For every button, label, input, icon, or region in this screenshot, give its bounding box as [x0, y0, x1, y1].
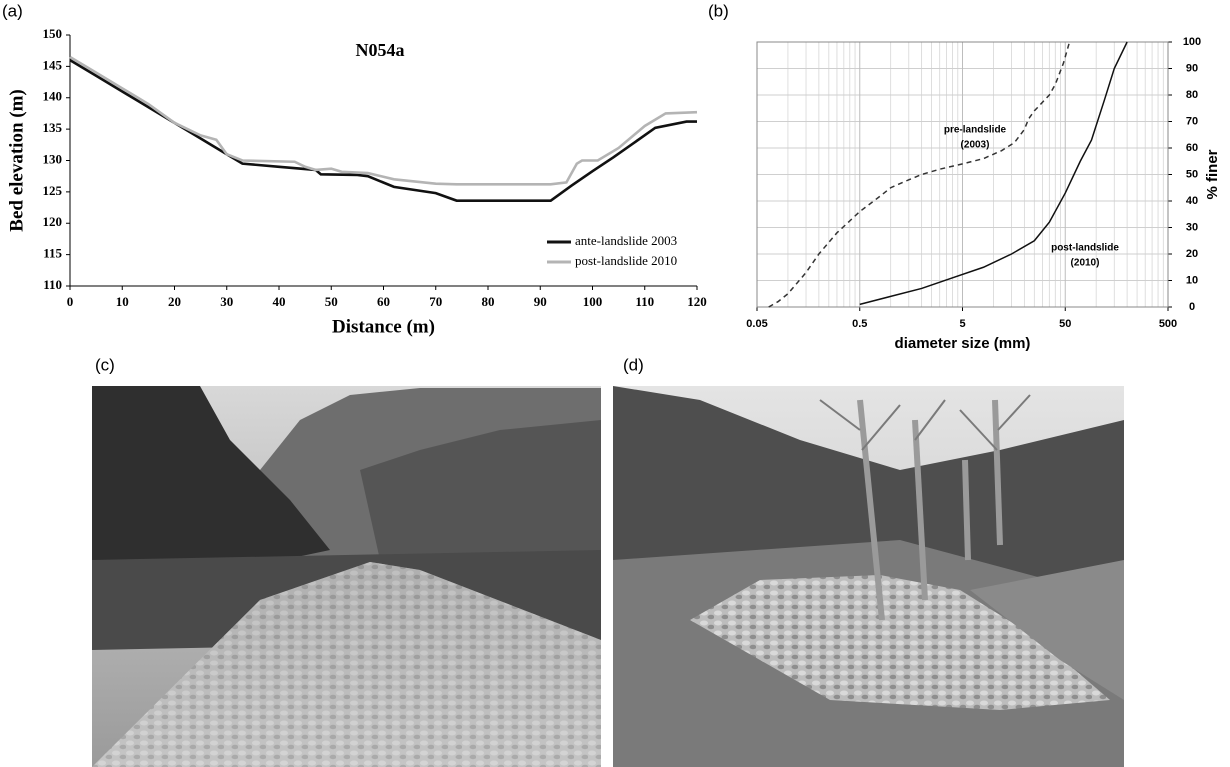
- panel-label: (a): [2, 1, 23, 20]
- x-tick-label: 500: [1159, 318, 1177, 330]
- chart: 0 10 20 30 40 50 60 70 80 90 100 0.05 0.5 5 50 500 diame…: [746, 36, 1221, 352]
- x-tick-label: 30: [220, 294, 233, 309]
- y-tick-label: 115: [43, 246, 62, 261]
- photo-d: [613, 386, 1124, 767]
- panel-label: (c): [95, 355, 115, 374]
- y-tick-label: 10: [1186, 274, 1198, 286]
- chart: 110 115 120 125 130 135 140 145 150 0 10 20 30 40 50 60…: [6, 26, 706, 337]
- x-axis-label: diameter size (mm): [895, 335, 1031, 352]
- x-tick-label: 50: [1059, 318, 1071, 330]
- y-tick-label: 60: [1186, 142, 1198, 154]
- x-tick-label: 0.05: [746, 318, 767, 330]
- y-tick-label: 145: [43, 57, 63, 72]
- annotation: (2003): [961, 140, 990, 151]
- y-tick-label: 130: [43, 151, 63, 166]
- legend-label: ante-landslide 2003: [575, 233, 677, 248]
- page: (a) (b) (c) (d) 110 115 120 125 130 135 140 145…: [0, 0, 1230, 767]
- y-tick-label: 50: [1186, 168, 1198, 180]
- x-tick-label: 120: [687, 294, 707, 309]
- y-tick-label: 135: [43, 120, 63, 135]
- legend-label: post-landslide 2010: [575, 253, 677, 268]
- x-tick-label: 100: [583, 294, 603, 309]
- x-tick-label: 80: [482, 294, 495, 309]
- annotation: pre-landslide: [944, 125, 1007, 136]
- y-axis-label: % finer: [1204, 149, 1221, 199]
- x-tick-label: 0.5: [852, 318, 867, 330]
- annotation: post-landslide: [1051, 243, 1119, 254]
- annotation: (2010): [1071, 258, 1100, 269]
- y-tick-label: 90: [1186, 62, 1198, 74]
- x-tick-label: 110: [635, 294, 654, 309]
- figure: (a) (b) (c) (d) 110 115 120 125 130 135 140 145…: [0, 0, 1230, 767]
- panel-label: (d): [623, 355, 644, 374]
- y-tick-label: 150: [43, 26, 63, 41]
- photo-c: [92, 386, 601, 767]
- y-tick-label: 30: [1186, 221, 1198, 233]
- x-tick-label: 50: [325, 294, 338, 309]
- x-tick-label: 40: [273, 294, 286, 309]
- y-tick-label: 40: [1186, 195, 1198, 207]
- y-tick-label: 20: [1186, 248, 1198, 260]
- x-tick-label: 70: [429, 294, 442, 309]
- x-tick-label: 20: [168, 294, 181, 309]
- x-tick-label: 10: [116, 294, 129, 309]
- y-tick-label: 110: [43, 277, 62, 292]
- y-tick-label: 100: [1183, 36, 1201, 48]
- y-tick-label: 125: [43, 183, 63, 198]
- x-tick-label: 90: [534, 294, 547, 309]
- y-axis-label: Bed elevation (m): [6, 89, 27, 231]
- data-line: [70, 60, 697, 201]
- y-tick-label: 120: [43, 214, 63, 229]
- x-tick-label: 60: [377, 294, 390, 309]
- y-tick-label: 70: [1186, 115, 1198, 127]
- panel-label: (b): [708, 1, 729, 20]
- y-tick-label: 0: [1189, 301, 1195, 313]
- chart-title: N054a: [356, 40, 405, 60]
- y-tick-label: 80: [1186, 89, 1198, 101]
- x-axis-label: Distance (m): [332, 316, 435, 337]
- x-tick-label: 0: [67, 294, 74, 309]
- y-tick-label: 140: [43, 89, 63, 104]
- x-tick-label: 5: [959, 318, 965, 330]
